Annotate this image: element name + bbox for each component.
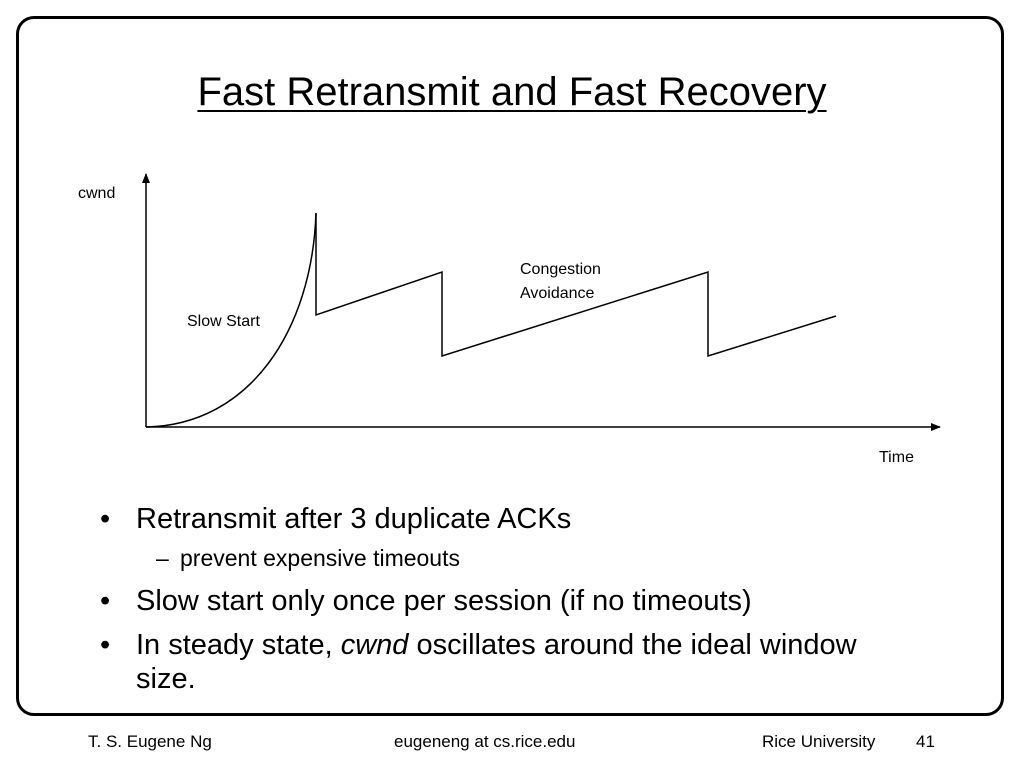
congestion-label-line1: Congestion — [520, 261, 601, 278]
bullet-marker: • — [100, 629, 111, 661]
bullet-text: Slow start only once per session (if no … — [136, 585, 752, 617]
sub-bullet-item: – prevent expensive timeouts — [96, 544, 916, 572]
congestion-label-line2: Avoidance — [520, 285, 595, 302]
sub-bullet-text: prevent expensive timeouts — [180, 545, 460, 571]
footer-institution: Rice University — [762, 732, 876, 751]
bullet-item: • Slow start only once per session (if n… — [96, 584, 916, 618]
slow-start-label: Slow Start — [187, 313, 260, 330]
bullet-marker: • — [100, 585, 111, 617]
slide-title: Fast Retransmit and Fast Recovery — [197, 70, 827, 114]
footer-author: T. S. Eugene Ng — [88, 732, 212, 751]
bullet-text-suffix: oscillates around the ideal window size. — [136, 629, 857, 695]
bullet-text-italic: cwnd — [340, 629, 409, 661]
y-axis-label: cwnd — [78, 185, 115, 202]
slow-start-curve — [145, 212, 317, 428]
bullet-marker: • — [100, 503, 111, 535]
sub-bullet-marker: – — [156, 545, 169, 571]
footer-email: eugeneng at cs.rice.edu — [394, 732, 576, 751]
bullet-text: Retransmit after 3 duplicate ACKs — [136, 503, 572, 535]
bullet-item: • Retransmit after 3 duplicate ACKs — [96, 502, 916, 536]
footer-page-number: 41 — [916, 732, 935, 751]
bullet-item: • In steady state, cwnd oscillates aroun… — [96, 628, 916, 696]
bullet-text-prefix: In steady state, — [136, 629, 341, 661]
x-axis-label: Time — [879, 449, 914, 466]
bullet-list: • Retransmit after 3 duplicate ACKs – pr… — [96, 502, 916, 706]
slide-frame — [16, 16, 1004, 716]
sawtooth-line — [315, 213, 837, 358]
